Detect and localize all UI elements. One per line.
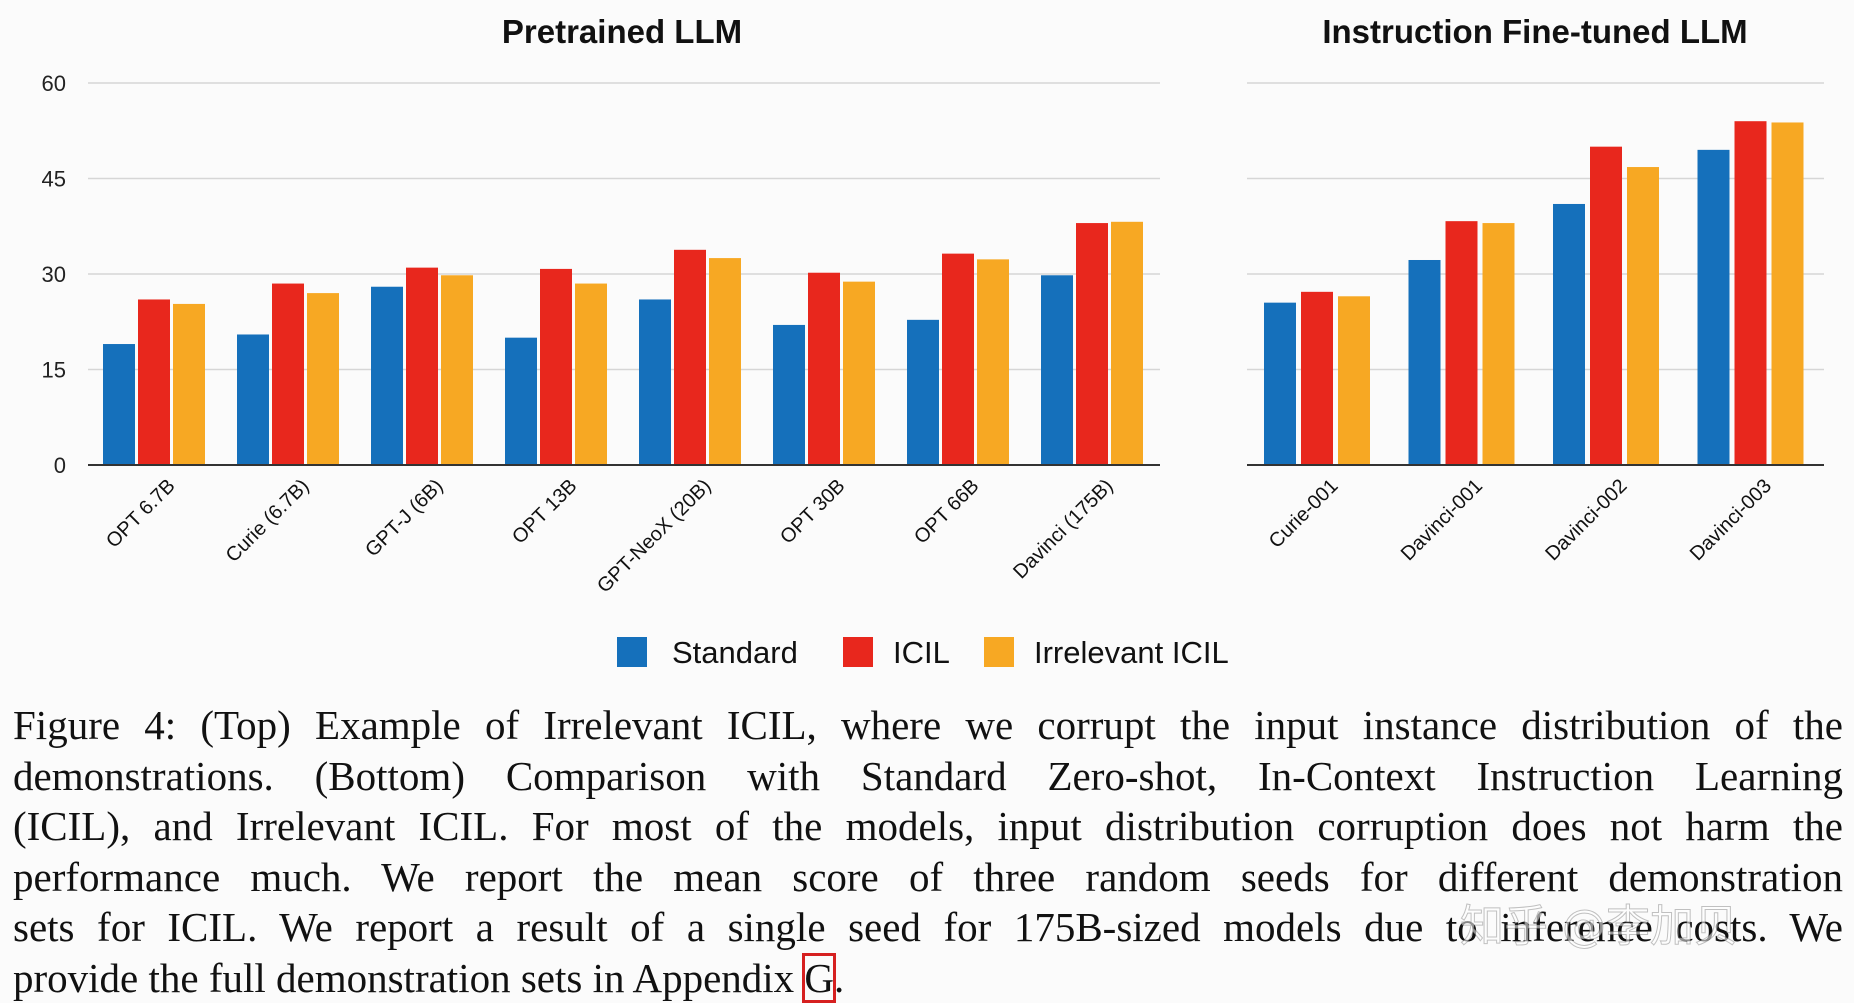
- x-tick-label: GPT-J (6B): [361, 475, 447, 561]
- caption-line-6: provide the full demonstration sets in A…: [13, 953, 1843, 1003]
- figure-caption: Figure 4: (Top) Example of Irrelevant IC…: [13, 700, 1843, 1003]
- bar-standard: [1698, 150, 1730, 465]
- bar-standard: [1553, 204, 1585, 465]
- bar-icil: [272, 284, 304, 465]
- bar-irrelevant-icil: [173, 304, 205, 465]
- y-tick-label: 45: [42, 167, 66, 192]
- caption-line-5: sets for ICIL. We report a result of a s…: [13, 902, 1843, 953]
- x-tick-label: Curie (6.7B): [222, 475, 314, 567]
- x-tick-label: Davinci-003: [1686, 475, 1776, 565]
- x-tick-label: Davinci-001: [1397, 475, 1487, 565]
- bar-irrelevant-icil: [977, 259, 1009, 465]
- bar-icil: [808, 273, 840, 465]
- chart-figure: Pretrained LLM 0 15 30 45 60 OPT 6.7B Curie (6.…: [0, 0, 1854, 700]
- caption-line-2: demonstrations. (Bottom) Comparison with…: [13, 751, 1843, 802]
- x-tick-label: OPT 30B: [776, 475, 849, 548]
- bar-standard: [907, 320, 939, 465]
- bar-irrelevant-icil: [1338, 296, 1370, 465]
- x-tick-label: GPT-NeoX (20B): [593, 475, 715, 597]
- bar-irrelevant-icil: [1772, 122, 1804, 465]
- bar-irrelevant-icil: [441, 275, 473, 465]
- y-tick-label: 0: [54, 453, 66, 478]
- legend-swatch-icil: [843, 637, 873, 667]
- panel-title-1: Pretrained LLM: [502, 13, 742, 50]
- bar-standard: [237, 334, 269, 465]
- bar-irrelevant-icil: [1483, 223, 1515, 465]
- x-tick-label: Davinci-002: [1541, 475, 1631, 565]
- bar-icil: [942, 254, 974, 465]
- caption-line-6-end: .: [834, 955, 844, 1001]
- x-tick-label: OPT 6.7B: [102, 475, 179, 552]
- legend-swatch-irrelevant-icil: [984, 637, 1014, 667]
- bar-icil: [1076, 223, 1108, 465]
- bar-icil: [1735, 121, 1767, 465]
- bar-icil: [406, 268, 438, 465]
- bar-irrelevant-icil: [307, 293, 339, 465]
- x-tick-label: Davinci (175B): [1009, 475, 1117, 583]
- bar-irrelevant-icil: [575, 284, 607, 465]
- y-tick-label: 30: [42, 262, 66, 287]
- bar-irrelevant-icil: [709, 258, 741, 465]
- x-tick-label: OPT 13B: [508, 475, 581, 548]
- bar-icil: [1446, 221, 1478, 465]
- bar-standard: [103, 344, 135, 465]
- bar-standard: [1041, 275, 1073, 465]
- appendix-link[interactable]: G: [804, 955, 834, 1001]
- legend-label-icil: ICIL: [893, 635, 950, 670]
- y-tick-label: 15: [42, 358, 66, 383]
- legend-label-standard: Standard: [672, 635, 798, 670]
- bar-standard: [1264, 303, 1296, 465]
- legend-swatch-standard: [617, 637, 647, 667]
- bar-icil: [540, 269, 572, 465]
- caption-line-6-text: provide the full demonstration sets in A…: [13, 955, 804, 1001]
- bar-standard: [1409, 260, 1441, 465]
- bar-standard: [371, 287, 403, 465]
- caption-line-3: (ICIL), and Irrelevant ICIL. For most of…: [13, 801, 1843, 852]
- legend-label-irrelevant-icil: Irrelevant ICIL: [1034, 635, 1229, 670]
- x-tick-label: OPT 66B: [910, 475, 983, 548]
- y-tick-label: 60: [42, 71, 66, 96]
- panel-title-2: Instruction Fine-tuned LLM: [1322, 13, 1747, 50]
- bar-standard: [773, 325, 805, 465]
- bar-icil: [674, 250, 706, 465]
- x-tick-label: Curie-001: [1265, 475, 1343, 553]
- bar-standard: [639, 299, 671, 465]
- bar-icil: [1590, 147, 1622, 465]
- caption-line-1: Figure 4: (Top) Example of Irrelevant IC…: [13, 700, 1843, 751]
- caption-line-4: performance much. We report the mean sco…: [13, 852, 1843, 903]
- bar-standard: [505, 338, 537, 465]
- bar-irrelevant-icil: [843, 282, 875, 465]
- bar-irrelevant-icil: [1627, 167, 1659, 465]
- bar-irrelevant-icil: [1111, 222, 1143, 465]
- bar-icil: [1301, 292, 1333, 465]
- bar-icil: [138, 299, 170, 465]
